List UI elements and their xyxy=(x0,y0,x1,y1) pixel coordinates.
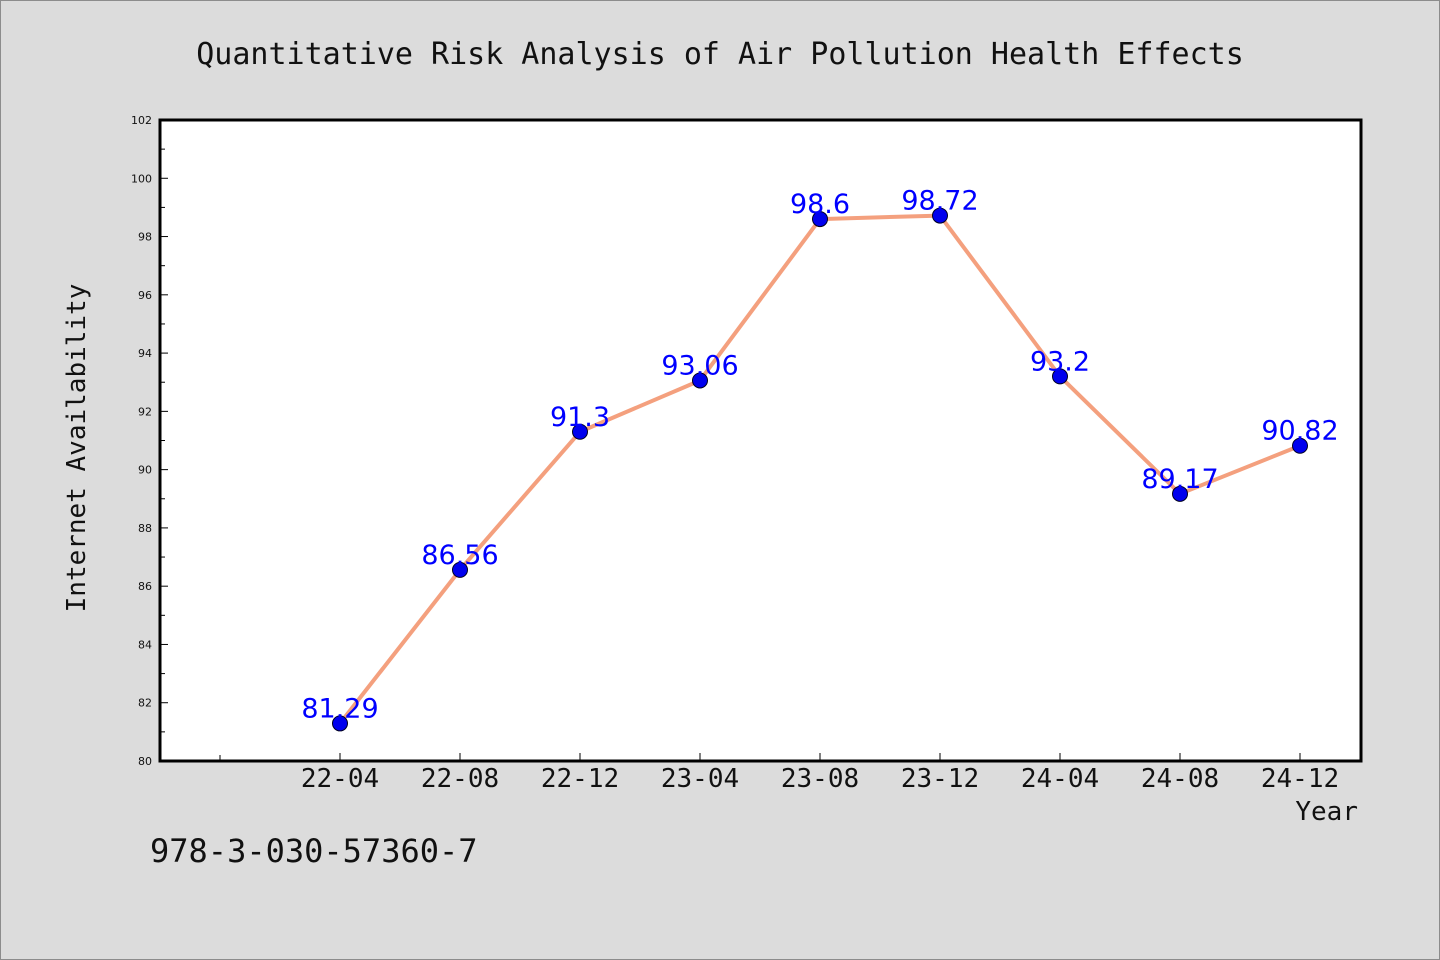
y-tick-label: 90 xyxy=(138,464,152,477)
data-label: 91.3 xyxy=(550,402,610,433)
x-tick-label: 22-12 xyxy=(541,764,619,794)
chart-title: Quantitative Risk Analysis of Air Pollut… xyxy=(196,37,1244,72)
y-tick-label: 98 xyxy=(138,231,152,244)
data-point xyxy=(452,561,468,578)
y-tick-label: 100 xyxy=(131,172,152,185)
y-tick-label: 102 xyxy=(131,114,152,127)
y-tick-label: 94 xyxy=(138,347,152,360)
data-label: 90.82 xyxy=(1261,416,1338,447)
data-label: 93.2 xyxy=(1030,346,1090,377)
data-point xyxy=(1052,368,1068,385)
data-label: 98.6 xyxy=(790,189,850,220)
x-tick-label: 22-04 xyxy=(301,764,379,794)
series-group: 81.29 86.56 91.3 93.06 98.6 98.72 93.2 89.17 90.… xyxy=(301,186,1339,732)
isbn-text: 978-3-030-57360-7 xyxy=(150,832,478,870)
data-label: 86.56 xyxy=(421,540,498,571)
data-point xyxy=(692,372,708,389)
data-label: 89.17 xyxy=(1141,464,1218,495)
data-label: 93.06 xyxy=(661,350,738,381)
x-tick-label: 24-04 xyxy=(1021,764,1099,794)
x-tick-label: 24-12 xyxy=(1261,764,1339,794)
x-axis-label: Year xyxy=(1295,797,1358,827)
y-tick-label: 80 xyxy=(138,755,152,768)
data-label: 81.29 xyxy=(301,693,378,724)
x-tick-label: 24-08 xyxy=(1141,764,1219,794)
x-tick-label: 23-04 xyxy=(661,764,739,794)
data-point xyxy=(572,423,588,440)
data-point xyxy=(332,715,348,732)
y-tick-label: 96 xyxy=(138,289,152,302)
x-tick-label: 23-08 xyxy=(781,764,859,794)
x-tick-label: 23-12 xyxy=(901,764,979,794)
x-tick-label: 22-08 xyxy=(421,764,499,794)
y-tick-label: 92 xyxy=(138,405,152,418)
y-tick-label: 82 xyxy=(138,697,152,710)
data-point xyxy=(812,211,828,228)
data-point xyxy=(1292,437,1308,454)
y-axis: 80 82 84 86 88 90 92 94 96 98 100 102 xyxy=(131,114,168,768)
data-point xyxy=(1172,485,1188,502)
y-tick-label: 84 xyxy=(138,638,152,651)
x-axis: 22-04 22-08 22-12 23-04 23-08 23-12 24-04 24-08… xyxy=(219,753,1339,794)
y-tick-label: 86 xyxy=(138,580,152,593)
y-tick-label: 88 xyxy=(138,522,152,535)
plot-area xyxy=(158,118,1363,763)
data-point xyxy=(932,207,948,224)
y-axis-label: Internet Availability xyxy=(62,284,92,613)
data-label: 98.72 xyxy=(901,186,978,217)
